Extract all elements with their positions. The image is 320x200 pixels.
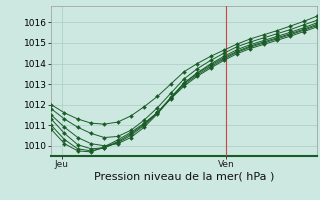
X-axis label: Pression niveau de la mer( hPa ): Pression niveau de la mer( hPa ) [94,172,274,182]
